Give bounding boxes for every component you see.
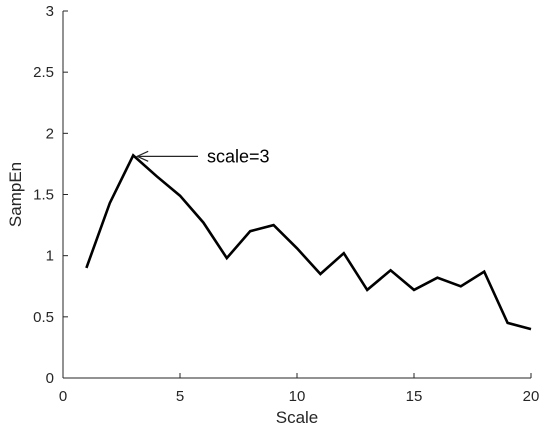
annotation: scale=3 [135,146,270,166]
ticks-layer: 0 0.5 1 1.5 2 2.5 3 0 5 10 15 20 [33,3,539,405]
annotation-text: scale=3 [207,146,270,166]
x-tick-label: 15 [406,388,423,405]
y-tick-label: 2 [46,125,54,142]
annotation-arrow-head [135,150,149,162]
y-tick-label: 2.5 [33,64,54,81]
x-tick-label: 10 [289,388,306,405]
y-tick-label: 1 [46,248,54,265]
y-axis-label: SampEn [6,162,25,227]
x-tick-label: 0 [59,388,67,405]
x-axis-label: Scale [276,408,319,427]
y-tick-label: 0 [46,370,54,387]
series-line [85,153,532,331]
y-tick-label: 3 [46,3,54,20]
y-tick-label: 1.5 [33,187,54,204]
points-layer [86,155,531,329]
y-tick-label: 0.5 [33,309,54,326]
x-tick-label: 20 [523,388,540,405]
x-tick-label: 5 [176,388,184,405]
